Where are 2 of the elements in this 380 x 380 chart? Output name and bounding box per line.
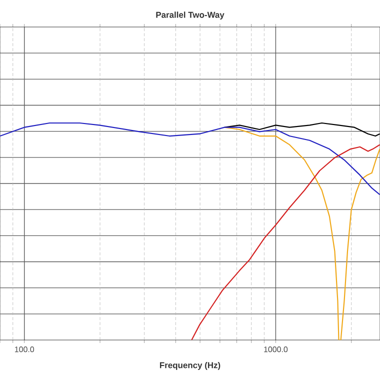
chart-title: Parallel Two-Way: [156, 12, 224, 20]
x-axis-title: Frequency (Hz): [160, 362, 220, 370]
